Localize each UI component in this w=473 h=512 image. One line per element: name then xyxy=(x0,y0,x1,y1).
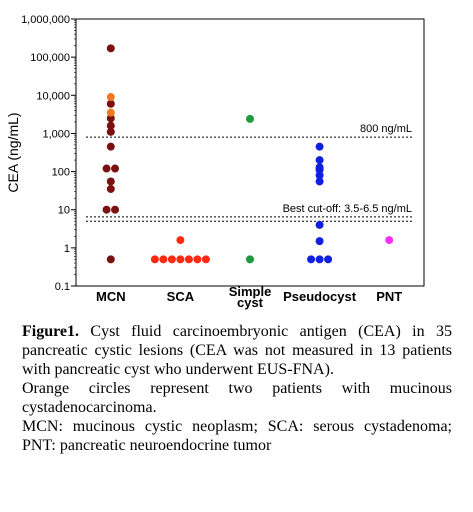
category-label: MCN xyxy=(96,289,126,304)
data-point xyxy=(106,114,115,123)
data-point xyxy=(315,220,324,229)
reference-line-label: Best cut-off: 3.5-6.5 ng/mL xyxy=(283,203,412,215)
data-point xyxy=(159,255,168,264)
data-point xyxy=(315,237,324,246)
data-point xyxy=(106,255,115,264)
data-point xyxy=(315,255,324,264)
data-point xyxy=(102,205,111,214)
data-point xyxy=(111,164,120,173)
data-point xyxy=(106,93,115,102)
data-point xyxy=(106,99,115,108)
cea-scatter-chart: 0.1 1 10 100 1,000 10,000 100,000 1,000,000 CEA … xyxy=(5,14,425,310)
data-point xyxy=(201,255,210,264)
category-label: Pseudocyst xyxy=(283,289,357,304)
data-point xyxy=(246,114,254,123)
data-point xyxy=(193,255,202,264)
y-tick-label: 100 xyxy=(52,167,70,179)
y-tick-label: 0.1 xyxy=(55,281,70,293)
y-tick-label: 100,000 xyxy=(30,52,70,64)
caption-abbreviations: MCN: mucinous cystic neoplasm; SCA: sero… xyxy=(22,418,452,454)
y-axis-label: CEA (ng/mL) xyxy=(5,112,21,192)
caption-text: Cyst fluid carcinoembryonic antigen (CEA… xyxy=(22,323,452,378)
category-label: Simple xyxy=(229,284,272,299)
data-point xyxy=(106,177,115,186)
data-point xyxy=(324,255,333,264)
y-tick-label: 1,000,000 xyxy=(21,14,70,26)
data-point xyxy=(315,156,324,165)
data-point xyxy=(106,44,115,53)
data-point xyxy=(102,164,111,173)
data-point xyxy=(307,255,316,264)
y-tick-label: 10 xyxy=(58,205,70,217)
data-point xyxy=(167,255,176,264)
data-point xyxy=(111,205,120,214)
category-label: cyst xyxy=(237,295,264,310)
data-point xyxy=(106,127,115,136)
plot-frame xyxy=(75,18,425,287)
category-label: SCA xyxy=(167,289,195,304)
category-label: PNT xyxy=(376,289,402,304)
data-point xyxy=(385,236,394,245)
data-point xyxy=(246,255,254,264)
data-point xyxy=(106,108,115,117)
caption-label: Figure1. xyxy=(22,323,80,340)
data-point xyxy=(106,142,115,151)
data-point xyxy=(315,142,324,151)
caption-note: Orange circles represent two patients wi… xyxy=(22,380,452,416)
data-point xyxy=(150,255,159,264)
data-point xyxy=(176,236,185,245)
figure-caption: Figure1. Cyst fluid carcinoembryonic ant… xyxy=(22,322,452,455)
caption-paragraph: Figure1. Cyst fluid carcinoembryonic ant… xyxy=(22,322,452,379)
data-point xyxy=(315,163,324,172)
data-point xyxy=(315,177,324,186)
data-point xyxy=(176,255,185,264)
y-tick-label: 1 xyxy=(64,243,70,255)
data-point xyxy=(106,121,115,130)
data-point xyxy=(184,255,193,264)
y-tick-label: 10,000 xyxy=(36,90,70,102)
y-tick-label: 1,000 xyxy=(42,128,70,140)
reference-line-label: 800 ng/mL xyxy=(360,123,412,135)
data-point xyxy=(106,184,115,193)
